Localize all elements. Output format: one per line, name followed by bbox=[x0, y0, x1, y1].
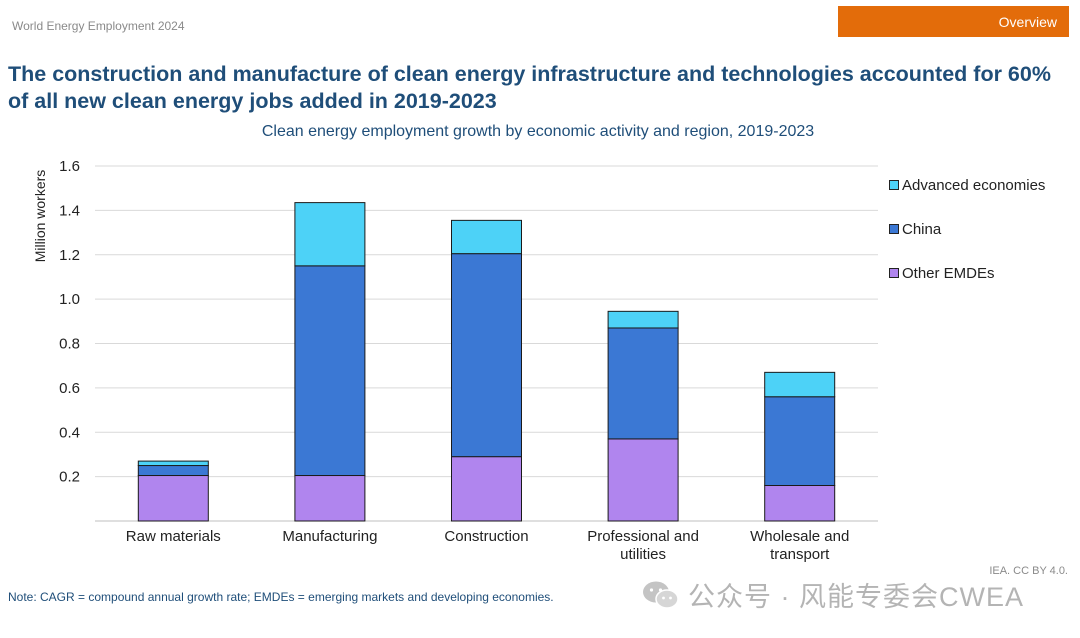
legend-label: Other EMDEs bbox=[902, 264, 995, 282]
credit-text: IEA. CC BY 4.0. bbox=[989, 565, 1068, 577]
y-tick-label: 1.2 bbox=[59, 247, 80, 264]
legend-label: Advanced economies bbox=[902, 176, 1046, 194]
bar-segment bbox=[451, 456, 522, 522]
x-tick-label: Construction bbox=[444, 528, 528, 545]
x-tick-label: Wholesale and bbox=[750, 528, 849, 545]
bar-segment bbox=[764, 396, 836, 486]
legend-swatch bbox=[889, 224, 899, 234]
bar-segment bbox=[607, 310, 679, 329]
x-tick-label: Manufacturing bbox=[282, 528, 377, 545]
y-tick-label: 1.4 bbox=[59, 202, 80, 219]
bar-segment bbox=[294, 202, 366, 267]
y-tick-label: 0.8 bbox=[59, 336, 80, 353]
x-tick-label: utilities bbox=[620, 546, 666, 563]
legend-swatch bbox=[889, 180, 899, 190]
chart-legend: Advanced economies China Other EMDEs bbox=[889, 163, 1045, 295]
page-title: The construction and manufacture of clea… bbox=[8, 62, 1051, 113]
y-axis-label: Million workers bbox=[32, 170, 48, 263]
x-tick-label: Raw materials bbox=[126, 528, 221, 545]
legend-label: China bbox=[902, 220, 942, 238]
bar-segment bbox=[607, 438, 679, 522]
chart-title: Clean energy employment growth by econom… bbox=[261, 123, 815, 140]
bar-segment bbox=[451, 219, 522, 255]
wechat-icon bbox=[643, 581, 679, 609]
y-tick-label: 1.0 bbox=[59, 291, 80, 308]
y-tick-label: 0.2 bbox=[59, 469, 80, 486]
y-tick-label: 0.6 bbox=[59, 380, 80, 397]
y-tick-label: 0.4 bbox=[59, 424, 80, 441]
legend-item: Advanced economies bbox=[889, 163, 1045, 207]
footnote: Note: CAGR = compound annual growth rate… bbox=[8, 590, 554, 604]
bar-segment bbox=[607, 327, 679, 440]
bar-segment bbox=[451, 253, 522, 458]
stacked-bar-chart: 0.2 0.4 0.6 0.8 1.0 1.2 1.4 1.6 Million workers R… bbox=[32, 158, 878, 563]
legend-swatch bbox=[889, 268, 899, 278]
bar-segment bbox=[764, 371, 836, 398]
bar-segment bbox=[764, 485, 836, 522]
watermark: 公众号 · 风能专委会CWEA bbox=[642, 575, 1024, 614]
overview-button[interactable]: Overview bbox=[838, 6, 1069, 37]
legend-item: Other EMDEs bbox=[889, 251, 1045, 295]
bar-segment bbox=[137, 475, 209, 522]
x-tick-label: transport bbox=[770, 546, 830, 563]
report-name: World Energy Employment 2024 bbox=[12, 19, 185, 33]
bar-segment bbox=[294, 265, 366, 477]
bar-segment bbox=[137, 460, 209, 467]
x-tick-label: Professional and bbox=[587, 528, 699, 545]
legend-item: China bbox=[889, 207, 1045, 251]
bar-segment bbox=[137, 465, 209, 477]
watermark-text: 公众号 · 风能专委会CWEA bbox=[688, 582, 1024, 612]
bar-segment bbox=[294, 475, 366, 522]
y-tick-label: 1.6 bbox=[59, 158, 80, 175]
